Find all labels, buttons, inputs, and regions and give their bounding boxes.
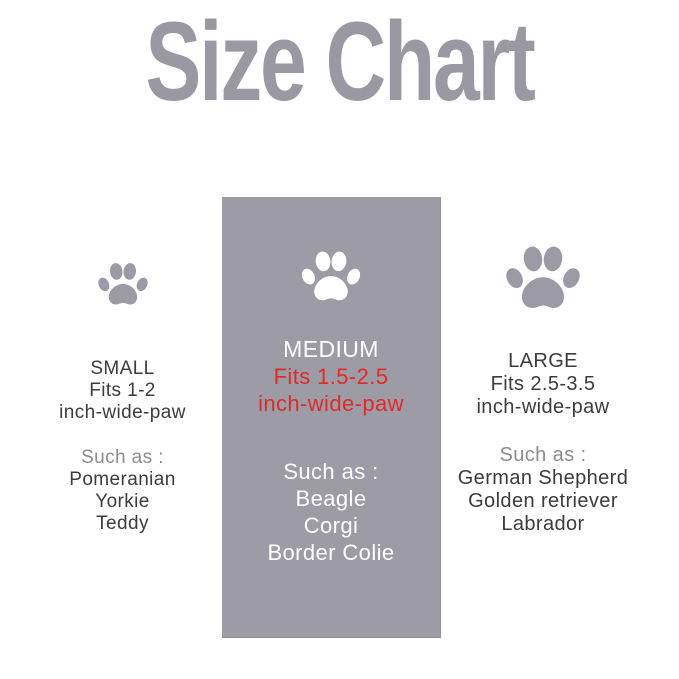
such-as-label: Such as : <box>283 459 379 484</box>
fits-range: Fits 1.5-2.5 <box>273 364 389 389</box>
breed-item: German Shepherd <box>457 467 629 489</box>
paw-icon <box>97 263 148 305</box>
size-name: LARGE <box>508 350 578 372</box>
breed-item: Beagle <box>295 486 367 511</box>
size-name: SMALL <box>90 358 155 379</box>
size-column-medium-highlighted: MEDIUM Fits 1.5-2.5 inch-wide-paw Such a… <box>222 197 441 638</box>
fits-unit: inch-wide-paw <box>258 391 404 416</box>
such-as-label: Such as : <box>81 447 164 468</box>
breed-item: Labrador <box>501 513 585 535</box>
breed-item: Pomeranian <box>69 469 176 490</box>
breed-item: Border Colie <box>267 540 395 565</box>
size-column-small: SMALL Fits 1-2 inch-wide-paw Such as : P… <box>30 260 215 535</box>
fits-range: Fits 2.5-3.5 <box>490 373 596 395</box>
page-title: Size Chart <box>145 0 536 124</box>
fits-unit: inch-wide-paw <box>476 396 610 418</box>
fits-range: Fits 1-2 <box>89 380 156 401</box>
fits-unit: inch-wide-paw <box>59 402 186 423</box>
breed-item: Yorkie <box>95 491 150 512</box>
paw-icon <box>506 246 580 308</box>
breed-item: Teddy <box>96 513 149 534</box>
such-as-label: Such as : <box>499 444 587 466</box>
breed-item: Golden retriever <box>468 490 618 512</box>
breed-item: Corgi <box>303 513 359 538</box>
paw-icon <box>301 251 361 301</box>
size-column-large: LARGE Fits 2.5-3.5 inch-wide-paw Such as… <box>448 242 638 536</box>
size-name: MEDIUM <box>283 336 379 362</box>
